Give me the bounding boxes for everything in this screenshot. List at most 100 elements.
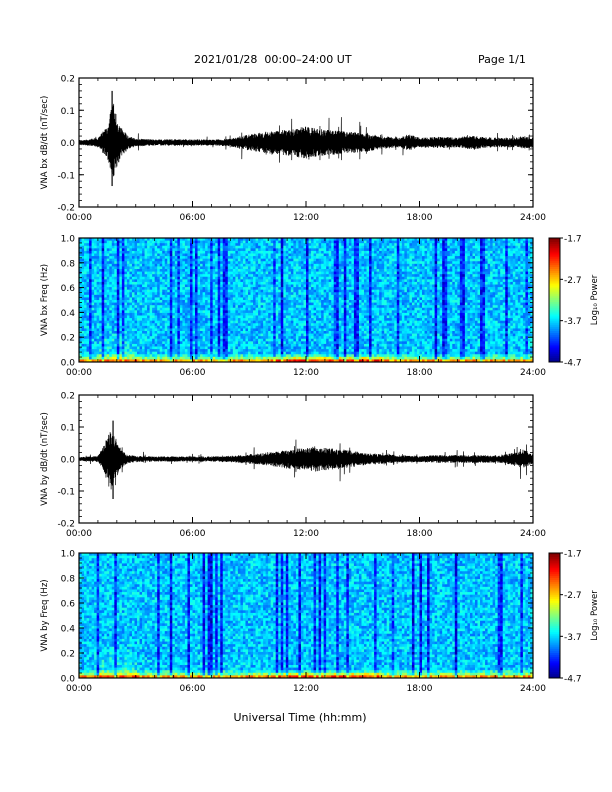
- heatmap-cell: [285, 331, 289, 334]
- heatmap-cell: [290, 253, 294, 257]
- heatmap-cell: [328, 261, 332, 265]
- heatmap-cell: [331, 294, 335, 298]
- heatmap-cell: [240, 243, 244, 247]
- heatmap-cell: [131, 269, 135, 272]
- heatmap-cell: [295, 318, 299, 322]
- heatmap-cell: [149, 253, 153, 257]
- x-tick-label: 06:00: [180, 213, 206, 223]
- heatmap-cell: [99, 356, 103, 360]
- heatmap-cell: [89, 261, 93, 265]
- heatmap-cell: [290, 243, 294, 247]
- heatmap-cell: [157, 343, 161, 347]
- heatmap-cell: [240, 294, 244, 298]
- heatmap-cell: [268, 333, 272, 337]
- heatmap-cell: [255, 274, 259, 278]
- heatmap-cell: [164, 245, 168, 249]
- heatmap-cell: [253, 253, 256, 257]
- heatmap-cell: [237, 349, 241, 353]
- heatmap-cell: [116, 312, 120, 316]
- heatmap-cell: [283, 253, 287, 257]
- heatmap-cell: [245, 343, 249, 347]
- heatmap-cell: [220, 315, 224, 319]
- heatmap-cell: [303, 292, 307, 296]
- heatmap-cell: [99, 351, 103, 355]
- heatmap-cell: [192, 336, 196, 340]
- heatmap-cell: [258, 294, 261, 298]
- heatmap-cell: [290, 284, 294, 288]
- heatmap-cell: [121, 315, 125, 319]
- heatmap-cell: [210, 333, 214, 337]
- heatmap-cell: [270, 297, 274, 301]
- heatmap-cell: [134, 356, 138, 360]
- heatmap-cell: [86, 318, 90, 322]
- heatmap-cell: [288, 323, 292, 327]
- heatmap-cell: [131, 300, 135, 303]
- heatmap-cell: [253, 307, 256, 311]
- heatmap-cell: [247, 305, 251, 309]
- heatmap-cell: [169, 323, 173, 327]
- heatmap-cell: [197, 256, 201, 260]
- heatmap-cell: [99, 294, 103, 298]
- heatmap-cell: [126, 328, 130, 332]
- heatmap-cell: [197, 238, 201, 241]
- heatmap-cell: [280, 240, 284, 244]
- heatmap-cell: [134, 336, 138, 340]
- heatmap-cell: [147, 269, 151, 272]
- heatmap-cell: [202, 312, 206, 316]
- heatmap-cell: [328, 281, 332, 285]
- heatmap-cell: [119, 263, 123, 267]
- heatmap-cell: [215, 341, 219, 345]
- heatmap-cell: [157, 284, 161, 288]
- heatmap-cell: [250, 274, 254, 278]
- heatmap-cell: [273, 336, 277, 340]
- heatmap-cell: [293, 261, 297, 265]
- heatmap-cell: [101, 349, 105, 353]
- heatmap-cell: [142, 287, 145, 291]
- heatmap-cell: [195, 318, 198, 322]
- heatmap-cell: [159, 276, 163, 280]
- heatmap-cell: [285, 328, 289, 332]
- heatmap-cell: [326, 310, 330, 314]
- heatmap-cell: [104, 307, 108, 311]
- heatmap-cell: [109, 294, 113, 298]
- heatmap-cell: [268, 310, 272, 314]
- heatmap-cell: [192, 271, 196, 275]
- heatmap-cell: [84, 253, 87, 257]
- heatmap-cell: [313, 341, 317, 345]
- heatmap-cell: [212, 289, 216, 293]
- heatmap-cell: [116, 302, 120, 306]
- heatmap-cell: [220, 245, 224, 249]
- heatmap-cell: [114, 297, 118, 301]
- heatmap-cell: [306, 271, 309, 275]
- heatmap-cell: [331, 315, 335, 319]
- heatmap-cell: [207, 253, 211, 257]
- heatmap-cell: [124, 320, 128, 324]
- heatmap-cell: [106, 300, 110, 303]
- heatmap-cell: [247, 253, 251, 257]
- heatmap-cell: [177, 243, 181, 247]
- heatmap-cell: [111, 351, 115, 355]
- heatmap-cell: [197, 284, 201, 288]
- heatmap-cell: [253, 300, 256, 303]
- heatmap-cell: [157, 281, 161, 285]
- heatmap-cell: [333, 271, 337, 275]
- heatmap-cell: [119, 271, 123, 275]
- heatmap-cell: [202, 300, 206, 303]
- heatmap-cell: [174, 305, 178, 309]
- heatmap-cell: [273, 354, 277, 358]
- heatmap-cell: [240, 318, 244, 322]
- heatmap-cell: [323, 320, 327, 324]
- heatmap-cell: [265, 261, 269, 265]
- heatmap-cell: [137, 315, 140, 319]
- heatmap-cell: [268, 318, 272, 322]
- heatmap-cell: [217, 336, 221, 340]
- heatmap-cell: [321, 253, 325, 257]
- heatmap-cell: [182, 315, 186, 319]
- heatmap-cell: [245, 250, 249, 254]
- heatmap-cell: [126, 292, 130, 296]
- heatmap-cell: [285, 354, 289, 358]
- heatmap-cell: [316, 307, 320, 311]
- heatmap-cell: [230, 256, 234, 260]
- heatmap-cell: [192, 261, 196, 265]
- heatmap-cell: [167, 300, 171, 303]
